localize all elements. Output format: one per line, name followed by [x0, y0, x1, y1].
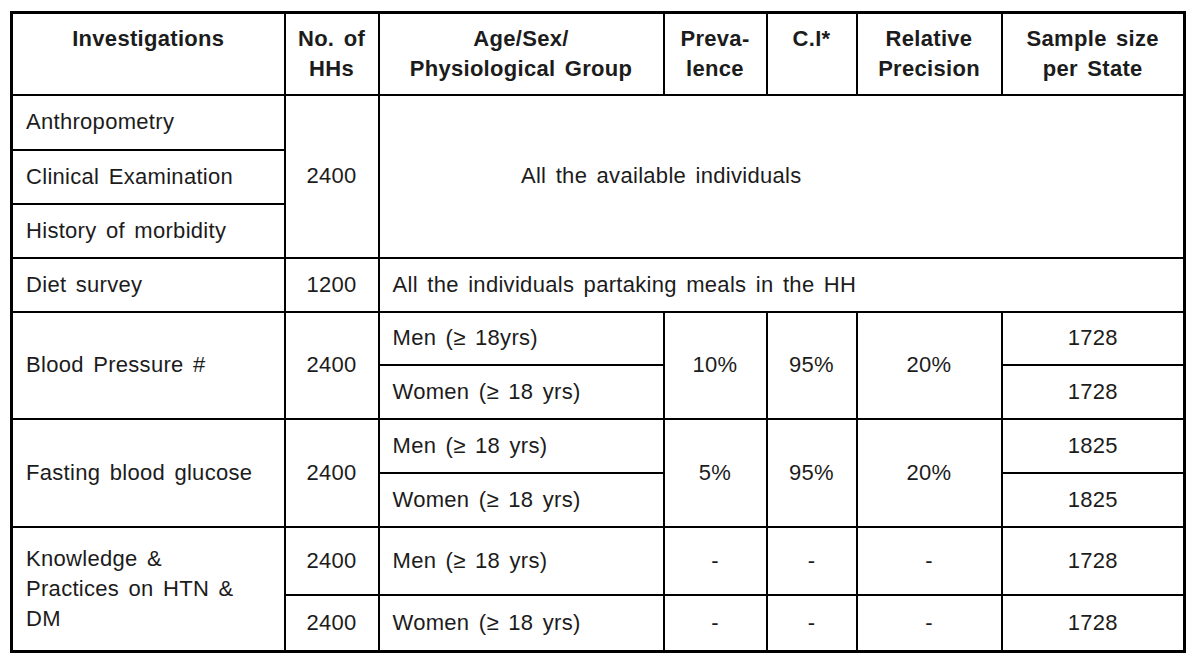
- row-diet-survey: Diet survey 1200 All the individuals par…: [12, 258, 1185, 312]
- cell-group-all-available-individuals: All the available individuals: [379, 95, 1185, 258]
- cell-prevalence-kp-men: -: [664, 527, 767, 595]
- cell-ci-blood-pressure: 95%: [767, 312, 857, 419]
- cell-ci-kp-men: -: [767, 527, 857, 595]
- row-blood-pressure-men: Blood Pressure # 2400 Men (≥ 18yrs) 10% …: [12, 312, 1185, 365]
- cell-group-kp-women: Women (≥ 18 yrs): [379, 595, 664, 652]
- row-fasting-glucose-men: Fasting blood glucose 2400 Men (≥ 18 yrs…: [12, 419, 1185, 473]
- cell-investigation-anthropometry: Anthropometry: [12, 95, 285, 150]
- cell-hhs-anthro-group: 2400: [285, 95, 379, 258]
- cell-hhs-fasting-blood-glucose: 2400: [285, 419, 379, 527]
- cell-hhs-blood-pressure: 2400: [285, 312, 379, 419]
- cell-hhs-kp-women: 2400: [285, 595, 379, 652]
- cell-prevalence-kp-women: -: [664, 595, 767, 652]
- header-row: Investigations No. of HHs Age/Sex/ Physi…: [12, 13, 1185, 95]
- cell-investigation-knowledge-practices: Knowledge & Practices on HTN & DM: [12, 527, 285, 652]
- col-header-ci: C.I*: [767, 13, 857, 95]
- cell-ci-fasting-blood-glucose: 95%: [767, 419, 857, 527]
- cell-relative-precision-kp-men: -: [857, 527, 1002, 595]
- sampling-design-table: Investigations No. of HHs Age/Sex/ Physi…: [10, 11, 1186, 653]
- row-knowledge-practices-men: Knowledge & Practices on HTN & DM 2400 M…: [12, 527, 1185, 595]
- col-header-no-of-hhs: No. of HHs: [285, 13, 379, 95]
- investigations-table: Investigations No. of HHs Age/Sex/ Physi…: [10, 11, 1186, 653]
- cell-investigation-diet-survey: Diet survey: [12, 258, 285, 312]
- cell-sample-bp-women: 1728: [1002, 365, 1185, 419]
- cell-sample-bp-men: 1728: [1002, 312, 1185, 365]
- cell-group-fbg-men: Men (≥ 18 yrs): [379, 419, 664, 473]
- cell-sample-kp-men: 1728: [1002, 527, 1185, 595]
- cell-sample-fbg-men: 1825: [1002, 419, 1185, 473]
- cell-relative-precision-kp-women: -: [857, 595, 1002, 652]
- col-header-sample-size: Sample size per State: [1002, 13, 1185, 95]
- cell-hhs-diet-survey: 1200: [285, 258, 379, 312]
- cell-group-bp-men: Men (≥ 18yrs): [379, 312, 664, 365]
- cell-group-kp-men: Men (≥ 18 yrs): [379, 527, 664, 595]
- cell-investigation-history-of-morbidity: History of morbidity: [12, 204, 285, 258]
- cell-relative-precision-blood-pressure: 20%: [857, 312, 1002, 419]
- cell-group-diet-survey: All the individuals partaking meals in t…: [379, 258, 1185, 312]
- col-header-age-sex-group: Age/Sex/ Physiological Group: [379, 13, 664, 95]
- cell-group-bp-women: Women (≥ 18 yrs): [379, 365, 664, 419]
- cell-investigation-clinical-examination: Clinical Examination: [12, 150, 285, 204]
- cell-investigation-fasting-blood-glucose: Fasting blood glucose: [12, 419, 285, 527]
- cell-hhs-kp-men: 2400: [285, 527, 379, 595]
- cell-group-fbg-women: Women (≥ 18 yrs): [379, 473, 664, 527]
- cell-investigation-blood-pressure: Blood Pressure #: [12, 312, 285, 419]
- cell-sample-kp-women: 1728: [1002, 595, 1185, 652]
- cell-ci-kp-women: -: [767, 595, 857, 652]
- cell-prevalence-blood-pressure: 10%: [664, 312, 767, 419]
- cell-sample-fbg-women: 1825: [1002, 473, 1185, 527]
- col-header-relative-precision: Relative Precision: [857, 13, 1002, 95]
- cell-relative-precision-fasting-blood-glucose: 20%: [857, 419, 1002, 527]
- cell-prevalence-fasting-blood-glucose: 5%: [664, 419, 767, 527]
- col-header-investigations: Investigations: [12, 13, 285, 95]
- col-header-prevalence: Preva- lence: [664, 13, 767, 95]
- row-anthropometry: Anthropometry 2400 All the available ind…: [12, 95, 1185, 150]
